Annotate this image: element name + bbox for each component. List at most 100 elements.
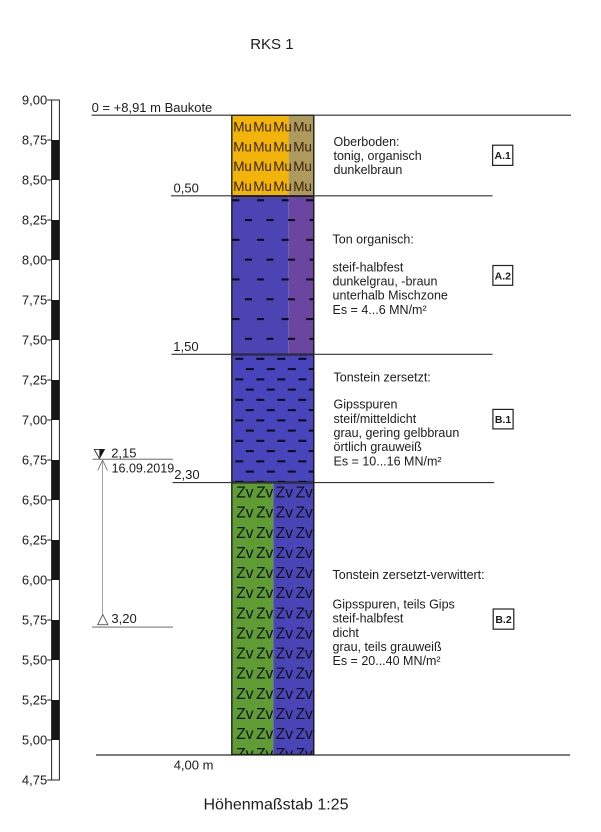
- svg-text:Zv: Zv: [256, 625, 273, 642]
- svg-text:4,00 m: 4,00 m: [174, 757, 214, 772]
- svg-text:3,20: 3,20: [111, 611, 136, 626]
- svg-text:Zv: Zv: [276, 505, 293, 522]
- svg-text:6,00: 6,00: [22, 573, 47, 588]
- svg-text:Zv: Zv: [256, 525, 273, 542]
- svg-text:Zv: Zv: [296, 746, 313, 763]
- svg-text:7,75: 7,75: [22, 293, 47, 308]
- svg-text:8,25: 8,25: [22, 213, 47, 228]
- svg-text:Es = 20...40 MN/m²: Es = 20...40 MN/m²: [333, 654, 441, 668]
- svg-text:Zv: Zv: [276, 525, 293, 542]
- svg-text:6,50: 6,50: [22, 493, 47, 508]
- svg-text:5,00: 5,00: [22, 733, 47, 748]
- svg-text:6,75: 6,75: [22, 453, 47, 468]
- svg-text:7,25: 7,25: [22, 373, 47, 388]
- svg-text:A.2: A.2: [495, 270, 512, 282]
- svg-text:Gipsspuren, teils Gips: Gipsspuren, teils Gips: [333, 597, 455, 611]
- svg-text:Zv: Zv: [236, 545, 253, 562]
- svg-text:Es = 10...16 MN/m²: Es = 10...16 MN/m²: [334, 454, 442, 468]
- svg-text:Zv: Zv: [276, 646, 293, 663]
- svg-text:Zv: Zv: [236, 746, 253, 763]
- svg-text:Zv: Zv: [256, 565, 273, 582]
- svg-text:Zv: Zv: [276, 666, 293, 683]
- svg-text:8,00: 8,00: [22, 253, 47, 268]
- svg-text:Zv: Zv: [276, 625, 293, 642]
- svg-text:Zv: Zv: [256, 605, 273, 622]
- svg-text:Zv: Zv: [256, 646, 273, 663]
- svg-text:Zv: Zv: [256, 746, 273, 763]
- svg-text:A.1: A.1: [495, 150, 512, 162]
- svg-text:Mu: Mu: [233, 179, 252, 194]
- svg-text:Zv: Zv: [256, 666, 273, 683]
- svg-text:5,25: 5,25: [22, 693, 47, 708]
- svg-text:Zv: Zv: [236, 666, 253, 683]
- svg-text:Zv: Zv: [296, 525, 313, 542]
- svg-text:Zv: Zv: [236, 646, 253, 663]
- svg-text:B.2: B.2: [495, 614, 512, 626]
- svg-text:Tonstein zersetzt:: Tonstein zersetzt:: [334, 370, 431, 384]
- svg-text:Oberboden:: Oberboden:: [334, 135, 400, 149]
- svg-text:Mu: Mu: [293, 120, 312, 135]
- svg-text:steif-halbfest: steif-halbfest: [333, 612, 404, 626]
- svg-text:dunkelgrau, -braun: dunkelgrau, -braun: [333, 275, 438, 289]
- svg-text:Zv: Zv: [236, 485, 253, 502]
- svg-text:7,00: 7,00: [22, 413, 47, 428]
- svg-text:Zv: Zv: [256, 545, 273, 562]
- svg-text:örtlich grauweiß: örtlich grauweiß: [334, 440, 423, 454]
- svg-text:Zv: Zv: [236, 605, 253, 622]
- svg-text:Zv: Zv: [236, 505, 253, 522]
- svg-text:Zv: Zv: [236, 706, 253, 723]
- svg-text:Zv: Zv: [236, 525, 253, 542]
- svg-text:9,00: 9,00: [22, 93, 47, 108]
- svg-text:Mu: Mu: [233, 139, 252, 154]
- svg-text:Zv: Zv: [276, 686, 293, 703]
- svg-text:Mu: Mu: [253, 139, 272, 154]
- svg-text:8,75: 8,75: [22, 133, 47, 148]
- svg-text:Mu: Mu: [273, 179, 292, 194]
- svg-text:Mu: Mu: [233, 120, 252, 135]
- svg-text:4,75: 4,75: [22, 773, 47, 788]
- svg-text:Mu: Mu: [293, 179, 312, 194]
- svg-text:8,50: 8,50: [22, 173, 47, 188]
- svg-text:0 = +8,91 m Baukote: 0 = +8,91 m Baukote: [92, 100, 213, 115]
- svg-text:Zv: Zv: [236, 625, 253, 642]
- svg-text:Höhenmaßstab 1:25: Höhenmaßstab 1:25: [204, 796, 349, 813]
- svg-text:Zv: Zv: [296, 726, 313, 743]
- svg-text:Mu: Mu: [273, 120, 292, 135]
- svg-text:2,15: 2,15: [111, 446, 136, 461]
- svg-text:Mu: Mu: [293, 159, 312, 174]
- svg-text:Zv: Zv: [256, 585, 273, 602]
- svg-text:Zv: Zv: [276, 485, 293, 502]
- svg-text:Zv: Zv: [276, 545, 293, 562]
- svg-text:Zv: Zv: [256, 726, 273, 743]
- svg-text:1,50: 1,50: [173, 339, 198, 354]
- svg-text:Zv: Zv: [276, 605, 293, 622]
- svg-text:5,50: 5,50: [22, 653, 47, 668]
- svg-text:Zv: Zv: [296, 605, 313, 622]
- svg-text:tonig, organisch: tonig, organisch: [334, 149, 422, 163]
- svg-text:5,75: 5,75: [22, 613, 47, 628]
- svg-text:Zv: Zv: [256, 706, 273, 723]
- svg-text:Zv: Zv: [296, 625, 313, 642]
- svg-text:Mu: Mu: [253, 159, 272, 174]
- svg-text:Zv: Zv: [276, 565, 293, 582]
- svg-text:Zv: Zv: [256, 686, 273, 703]
- svg-text:grau, teils grauweiß: grau, teils grauweiß: [333, 640, 442, 654]
- svg-text:Tonstein zersetzt-verwittert:: Tonstein zersetzt-verwittert:: [333, 568, 485, 582]
- svg-text:Zv: Zv: [296, 686, 313, 703]
- svg-text:Zv: Zv: [296, 565, 313, 582]
- svg-text:Mu: Mu: [233, 159, 252, 174]
- svg-text:Zv: Zv: [296, 545, 313, 562]
- svg-text:Zv: Zv: [296, 666, 313, 683]
- svg-text:Mu: Mu: [253, 120, 272, 135]
- svg-text:Mu: Mu: [293, 139, 312, 154]
- svg-text:Gipsspuren: Gipsspuren: [334, 398, 398, 412]
- svg-text:Zv: Zv: [236, 585, 253, 602]
- svg-text:Zv: Zv: [236, 726, 253, 743]
- svg-text:Zv: Zv: [296, 646, 313, 663]
- svg-text:steif-halbfest: steif-halbfest: [333, 260, 404, 274]
- svg-text:7,50: 7,50: [22, 333, 47, 348]
- svg-text:grau, gering gelbbraun: grau, gering gelbbraun: [334, 426, 460, 440]
- svg-text:Zv: Zv: [276, 746, 293, 763]
- svg-text:unterhalb Mischzone: unterhalb Mischzone: [333, 289, 448, 303]
- svg-text:6,25: 6,25: [22, 533, 47, 548]
